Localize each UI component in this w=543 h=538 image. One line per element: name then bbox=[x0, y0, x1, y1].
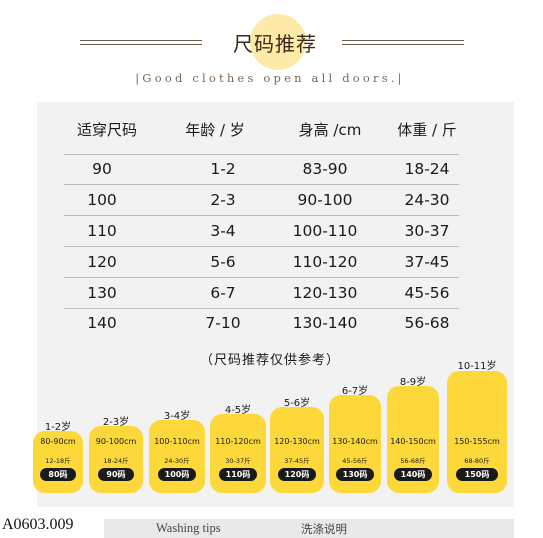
size-card-age: 2-3岁 bbox=[102, 417, 130, 428]
table-cell-age: 2-3 bbox=[210, 191, 236, 209]
size-card-weight: 18-24斤 bbox=[103, 457, 129, 465]
table-cell-size: 90 bbox=[92, 160, 112, 178]
washing-tips-label-cn: 洗涤说明 bbox=[301, 522, 347, 536]
table-cell-size: 110 bbox=[87, 222, 117, 240]
size-card-age: 6-7岁 bbox=[341, 386, 369, 397]
title-decoration-circle bbox=[250, 14, 306, 70]
header-line-left-bottom bbox=[80, 44, 202, 45]
size-card-weight: 24-30斤 bbox=[164, 457, 190, 465]
size-card-weight: 37-45斤 bbox=[284, 457, 310, 465]
table-cell-height: 120-130 bbox=[292, 284, 358, 302]
col-header-height: 身高 /cm bbox=[298, 121, 362, 139]
table-cell-height: 100-110 bbox=[292, 222, 358, 240]
size-card-weight: 45-56斤 bbox=[342, 457, 368, 465]
size-card-size-tag: 150码 bbox=[456, 468, 498, 481]
table-cell-size: 120 bbox=[87, 253, 117, 271]
product-sku: A0603.009 bbox=[2, 516, 74, 533]
size-card-height: 150-155cm bbox=[454, 437, 500, 446]
size-card-size-tag: 80码 bbox=[40, 468, 76, 481]
table-divider bbox=[64, 246, 459, 247]
col-header-age: 年龄 / 岁 bbox=[185, 121, 245, 139]
size-card-weight: 12-18斤 bbox=[45, 457, 71, 465]
size-card-size-tag: 90码 bbox=[98, 468, 134, 481]
size-card bbox=[210, 414, 266, 493]
table-cell-age: 6-7 bbox=[210, 284, 236, 302]
washing-tips-label-en: Washing tips bbox=[156, 521, 221, 535]
table-cell-height: 83-90 bbox=[302, 160, 348, 178]
table-cell-height: 90-100 bbox=[297, 191, 353, 209]
table-cell-weight: 24-30 bbox=[404, 191, 450, 209]
size-card-height: 120-130cm bbox=[274, 437, 320, 446]
header-line-left-top bbox=[80, 40, 202, 41]
table-cell-height: 110-120 bbox=[292, 253, 358, 271]
table-cell-weight: 18-24 bbox=[404, 160, 450, 178]
table-divider bbox=[64, 184, 459, 185]
table-cell-size: 130 bbox=[87, 284, 117, 302]
washing-tips-bar bbox=[104, 519, 514, 538]
size-card-size-tag: 140码 bbox=[394, 468, 432, 481]
table-divider bbox=[64, 308, 459, 309]
table-cell-size: 100 bbox=[87, 191, 117, 209]
col-header-weight: 体重 / 斤 bbox=[397, 121, 457, 139]
size-card-size-tag: 120码 bbox=[278, 468, 316, 481]
size-card-size-tag: 130码 bbox=[336, 468, 374, 481]
size-reference-note: （尺码推荐仅供参考） bbox=[199, 353, 340, 368]
size-card-height: 100-110cm bbox=[154, 437, 200, 446]
table-cell-size: 140 bbox=[87, 314, 117, 332]
table-cell-height: 130-140 bbox=[292, 314, 358, 332]
size-card-size-tag: 110码 bbox=[219, 468, 257, 481]
size-card-size-tag: 100码 bbox=[158, 468, 196, 481]
size-card-weight: 30-37斤 bbox=[225, 457, 251, 465]
size-card-height: 140-150cm bbox=[390, 437, 436, 446]
size-card-height: 110-120cm bbox=[215, 437, 261, 446]
size-card-age: 3-4岁 bbox=[163, 411, 191, 422]
table-cell-age: 1-2 bbox=[210, 160, 236, 178]
page-subtitle: |Good clothes open all doors.| bbox=[135, 71, 405, 85]
table-cell-age: 7-10 bbox=[205, 314, 241, 332]
header-line-right-bottom bbox=[342, 44, 464, 45]
size-card bbox=[89, 426, 143, 493]
table-divider bbox=[64, 154, 459, 155]
size-card-age: 5-6岁 bbox=[283, 398, 311, 409]
table-cell-weight: 37-45 bbox=[404, 253, 450, 271]
size-card-weight: 56-68斤 bbox=[400, 457, 426, 465]
table-cell-age: 5-6 bbox=[210, 253, 236, 271]
table-cell-weight: 56-68 bbox=[404, 314, 450, 332]
table-cell-weight: 30-37 bbox=[404, 222, 450, 240]
size-card-age: 8-9岁 bbox=[399, 377, 427, 388]
table-cell-weight: 45-56 bbox=[404, 284, 450, 302]
table-divider bbox=[64, 215, 459, 216]
size-card bbox=[33, 431, 83, 493]
table-divider bbox=[64, 277, 459, 278]
size-card-age: 4-5岁 bbox=[224, 405, 252, 416]
col-header-size: 适穿尺码 bbox=[76, 121, 137, 139]
size-card-height: 90-100cm bbox=[95, 437, 137, 446]
size-card-age: 1-2岁 bbox=[44, 422, 72, 433]
page-title: 尺码推荐 bbox=[233, 32, 317, 56]
size-card-weight: 68-80斤 bbox=[464, 457, 490, 465]
size-card-height: 130-140cm bbox=[332, 437, 378, 446]
header-line-right-top bbox=[342, 40, 464, 41]
size-card-age: 10-11岁 bbox=[457, 361, 497, 372]
table-cell-age: 3-4 bbox=[210, 222, 236, 240]
size-card-height: 80-90cm bbox=[40, 437, 76, 446]
